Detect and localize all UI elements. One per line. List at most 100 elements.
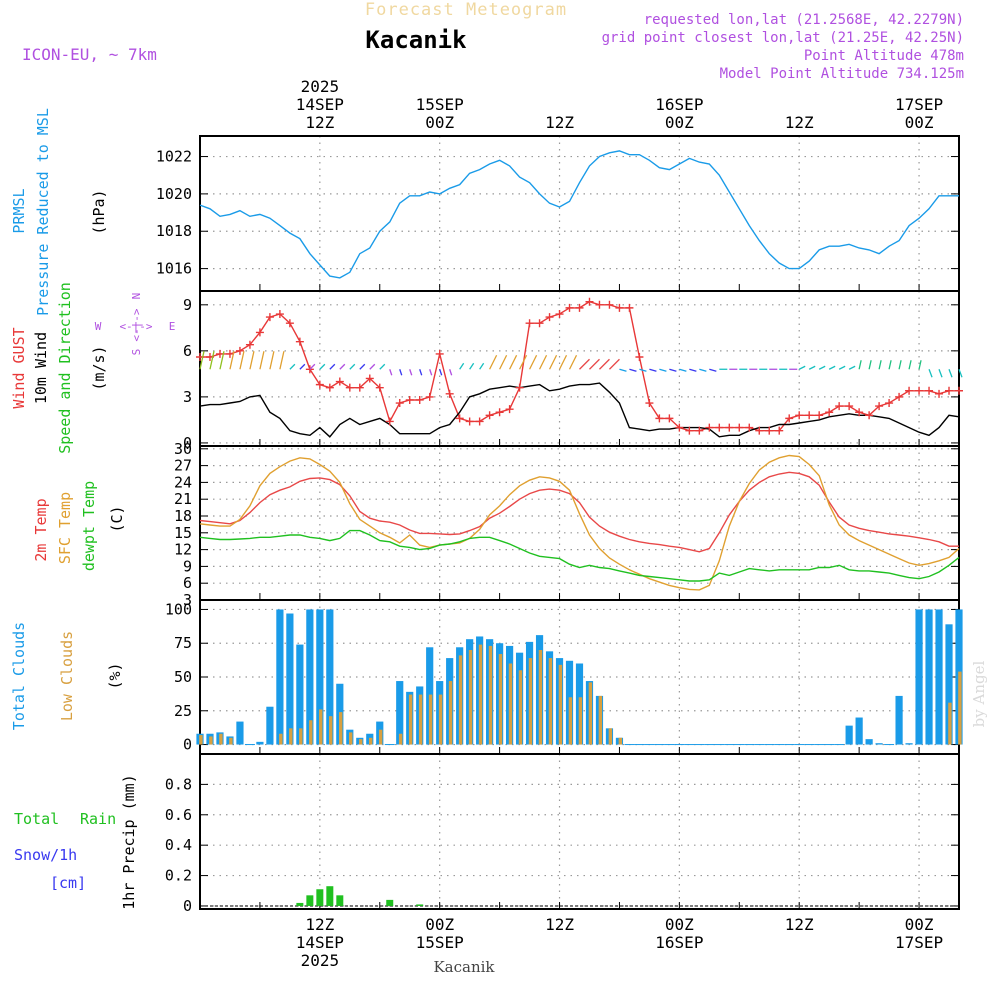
wind-arrow (659, 368, 667, 372)
wind-arrow (489, 354, 498, 370)
wind-arrow (868, 360, 872, 370)
gust-marker (725, 423, 734, 432)
wind-arrow (538, 354, 548, 370)
tick-label-y: 25 (174, 702, 192, 720)
tick-label-y: 0 (183, 434, 192, 452)
tick-label-y: 30 (174, 440, 192, 458)
wind-arrow (399, 369, 403, 376)
wind-arrow (589, 358, 600, 370)
wind-arrow (349, 363, 356, 370)
gust-marker (445, 389, 454, 398)
wind-arrow (249, 351, 255, 370)
gust-marker (325, 383, 334, 392)
low-cloud-bar (598, 695, 603, 745)
rain-bar (316, 889, 324, 906)
rain-bar (326, 886, 334, 906)
wind-arrow (499, 354, 508, 370)
temp-2m-label: 2m Temp (32, 498, 50, 561)
wind-arrow (858, 360, 862, 370)
total-cloud-bar (865, 739, 873, 745)
tick-label-y: 50 (174, 668, 192, 686)
wind-arrow (269, 351, 275, 370)
wind-arrow (568, 354, 578, 370)
gust-marker (285, 319, 294, 328)
wind-arrow (679, 368, 687, 372)
low-cloud-bar (528, 658, 533, 745)
low-cloud-bar (358, 739, 363, 745)
tick-label-y: 1022 (156, 148, 192, 166)
gust-marker (545, 313, 554, 322)
time-label-top: 12Z (785, 113, 814, 132)
wind-arrow (409, 369, 413, 376)
gust-marker (865, 411, 874, 420)
time-label-bottom: 17SEP (895, 933, 943, 952)
tick-label-y: 3 (183, 388, 192, 406)
tick-label-y: 0.8 (165, 775, 192, 793)
total-cloud-bar (266, 706, 274, 745)
total-cloud-bar (905, 743, 913, 745)
compass-n: N (130, 293, 143, 300)
gust-marker (215, 349, 224, 358)
rain-bar (306, 895, 314, 906)
tick-label-y: 6 (183, 574, 192, 592)
gust-marker (365, 374, 374, 383)
tick-label-y: 9 (183, 557, 192, 575)
temp-labels: 2m Temp SFC Temp dewpt Temp (C) (32, 481, 126, 571)
gust-marker (885, 399, 894, 408)
low-cloud-bar (568, 697, 573, 745)
gust-marker (385, 417, 394, 426)
tick-label-y: 0.6 (165, 806, 192, 824)
wind-arrow (199, 351, 205, 370)
tick-label-y: 75 (174, 634, 192, 652)
gust-marker (455, 414, 464, 423)
wind-unit: (m/s) (90, 345, 108, 390)
pressure-line (199, 150, 959, 279)
tick-label-y: 18 (174, 507, 192, 525)
wind-arrow (649, 368, 657, 372)
rain-bar (416, 904, 424, 906)
wind-arrow (219, 351, 225, 370)
low-cloud-bar (229, 737, 233, 745)
wind-arrow (938, 369, 943, 378)
time-label-bottom: 00Z (425, 915, 454, 934)
wind-arrow (828, 365, 836, 370)
wind-arrow (518, 354, 528, 370)
wind-arrow (379, 363, 386, 370)
wind-arrow (299, 363, 306, 370)
low-cloud-bar (448, 681, 453, 745)
point-altitude: Point Altitude 478m (804, 48, 964, 64)
gust-marker (825, 408, 834, 417)
pressure-labels: PRMSL Pressure Reduced to MSL (hPa) (10, 108, 108, 316)
pressure-unit: (hPa) (90, 189, 108, 234)
low-cloud-bar (438, 694, 443, 745)
wind-arrow (359, 363, 366, 370)
footer-location: Kacanik (433, 958, 495, 976)
low-cloud-bar (408, 694, 413, 745)
wind-arrow (548, 354, 558, 370)
gust-marker (685, 426, 694, 435)
temp-sfc-label: SFC Temp (56, 492, 74, 564)
tick-label-y: 1020 (156, 185, 192, 203)
wind-arrow (619, 368, 627, 372)
total-cloud-bar (895, 695, 903, 745)
total-cloud-bar (296, 644, 304, 745)
temp-dewpt-line (199, 529, 960, 582)
wind-arrow (339, 363, 346, 370)
total-cloud-bar (316, 609, 324, 745)
wind-arrow (639, 368, 647, 372)
wind-arrow (848, 365, 856, 370)
low-cloud-bar (518, 670, 523, 745)
gust-marker (795, 411, 804, 420)
panel-frame (199, 135, 960, 292)
wind-series (196, 297, 963, 438)
total-cloud-bar (875, 743, 883, 745)
wind-arrow (239, 351, 245, 370)
low-cloud-bar (588, 682, 593, 745)
low-cloud-bar (508, 663, 513, 745)
gust-marker (755, 426, 764, 435)
low-cloud-bar (468, 649, 473, 745)
gust-marker (575, 303, 584, 312)
wind-arrow (209, 351, 215, 370)
low-cloud-bar (398, 733, 403, 745)
